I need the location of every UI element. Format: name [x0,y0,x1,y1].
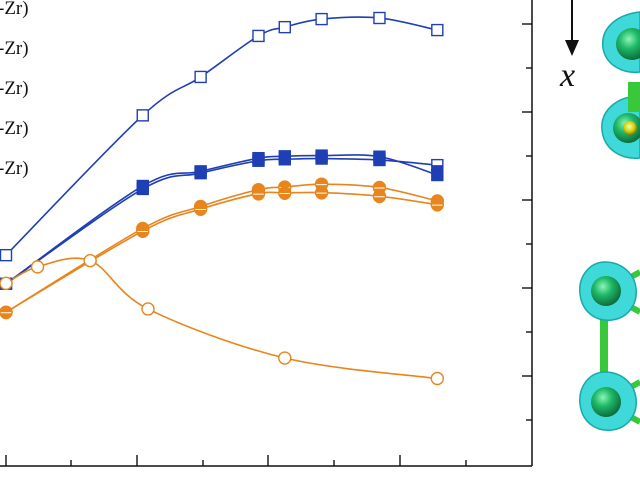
series-1-point-7 [373,11,386,25]
series-5-point-5 [278,186,292,200]
series-3-line [5,154,438,285]
series-1-point-1 [0,248,13,262]
orbital-top-lower [601,82,640,159]
legend-entry-1: -Zr) [0,0,29,19]
series-6-point-3 [83,253,97,268]
series-1-point-3 [194,70,207,84]
series-lines [5,16,438,380]
series-3-point-7 [373,150,386,163]
legend-entry-4: -Zr) [0,118,29,139]
series-6-point-2 [30,260,45,274]
legend: -Zr) -Zr) -Zr) -Zr) -Zr) [0,0,29,179]
plot-area [0,11,445,386]
axis-frame [0,0,533,467]
legend-entry-3: -Zr) [0,78,29,99]
series-3-point-6 [315,149,328,162]
series-5-line [5,191,438,313]
legend-entry-5: -Zr) [0,158,29,179]
y-ticks [522,23,532,421]
series-5-point-8 [430,197,445,212]
orbital-top-upper [602,11,640,74]
orbital-side-panel: x [559,0,640,431]
series-4-line [5,183,438,313]
series-1-point-4 [252,29,265,43]
series-6-line [5,257,438,380]
series-5-point-7 [372,189,387,204]
series-3-point-2 [136,179,149,193]
series-3-point-8 [431,168,444,182]
series-3-point-3 [194,165,207,178]
series-1-point-8 [431,23,444,37]
series-5-point-1 [0,305,13,320]
series-markers [0,11,445,386]
series-3-point-4 [252,151,265,165]
series-6-point-6 [430,371,445,386]
arrow-down-icon [565,40,579,56]
legend-entry-2: -Zr) [0,38,29,59]
series-1-line [5,16,438,256]
orbital-bottom-lower [579,371,640,431]
series-6-point-4 [141,302,155,316]
series-3-point-5 [278,150,291,163]
series-6-point-1 [0,276,13,291]
series-5-point-3 [193,202,208,217]
series-6-point-5 [278,351,292,365]
series-2-line [5,157,438,285]
series-5-point-4 [251,186,266,201]
axis-letter: x [559,57,575,94]
x-ticks [5,455,467,466]
series-5-point-6 [314,185,329,200]
orbital-bottom-upper [579,261,640,402]
series-1-point-5 [278,20,291,34]
series-1-point-2 [136,109,149,122]
series-1-point-6 [315,12,328,26]
series-5-point-2 [136,224,150,239]
